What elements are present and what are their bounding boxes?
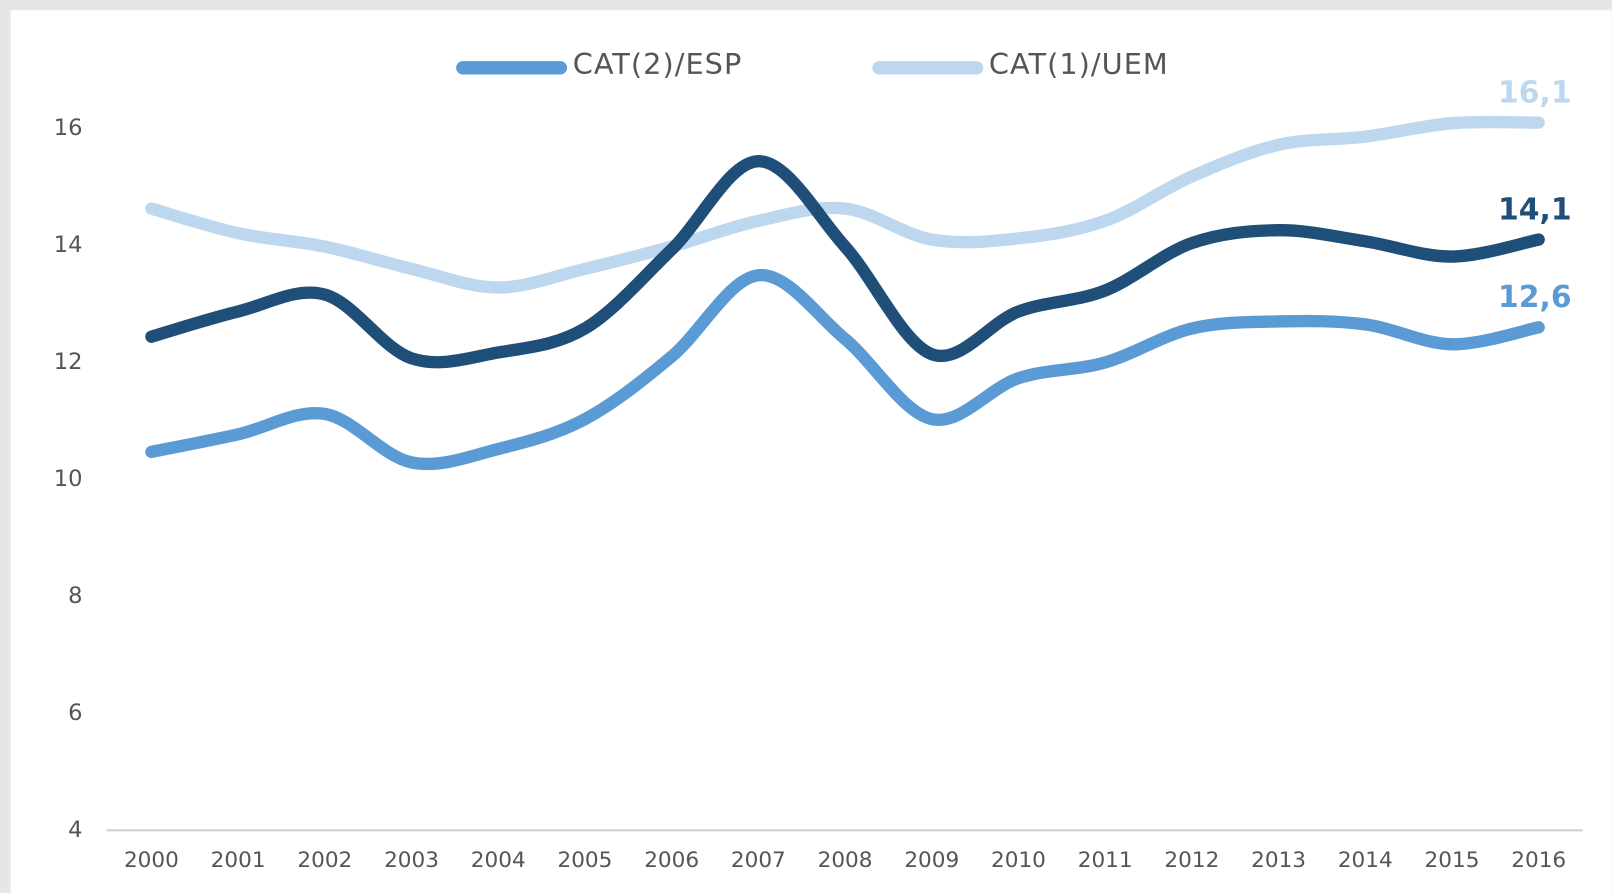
x-tick-label: 2012 <box>1164 848 1219 873</box>
x-tick-label: 2007 <box>731 848 786 873</box>
series-line <box>145 155 1545 369</box>
y-tick-label: 4 <box>68 817 82 843</box>
x-tick-label: 2010 <box>991 848 1046 873</box>
x-tick-label: 2016 <box>1511 848 1566 873</box>
x-tick-label: 2005 <box>557 848 612 873</box>
x-tick-label: 2000 <box>124 848 179 873</box>
x-tick-label: 2003 <box>384 848 439 873</box>
legend-label: CAT(1)/UEM <box>989 47 1169 81</box>
y-tick-label: 8 <box>68 583 82 609</box>
plot-background <box>10 10 1612 893</box>
data-label: 16,1 <box>1498 75 1572 110</box>
x-tick-label: 2011 <box>1078 848 1133 873</box>
series-line <box>145 269 1545 471</box>
x-tick-label: 2006 <box>644 848 699 873</box>
data-label: 12,6 <box>1498 280 1572 315</box>
series-line <box>145 115 1545 294</box>
x-tick-label: 2015 <box>1425 848 1480 873</box>
x-tick-label: 2004 <box>471 848 526 873</box>
x-tick-label: 2001 <box>211 848 266 873</box>
x-tick-label: 2009 <box>904 848 959 873</box>
x-tick-label: 2002 <box>297 848 352 873</box>
y-tick-label: 16 <box>54 115 83 141</box>
legend-label: CAT(2)/ESP <box>573 47 743 81</box>
y-tick-label: 12 <box>54 349 83 375</box>
x-tick-label: 2014 <box>1338 848 1393 873</box>
y-tick-label: 6 <box>68 700 82 726</box>
x-tick-label: 2008 <box>818 848 873 873</box>
x-tick-label: 2013 <box>1251 848 1306 873</box>
y-tick-label: 10 <box>54 466 83 492</box>
data-label: 14,1 <box>1498 192 1572 227</box>
y-tick-label: 14 <box>54 232 83 258</box>
